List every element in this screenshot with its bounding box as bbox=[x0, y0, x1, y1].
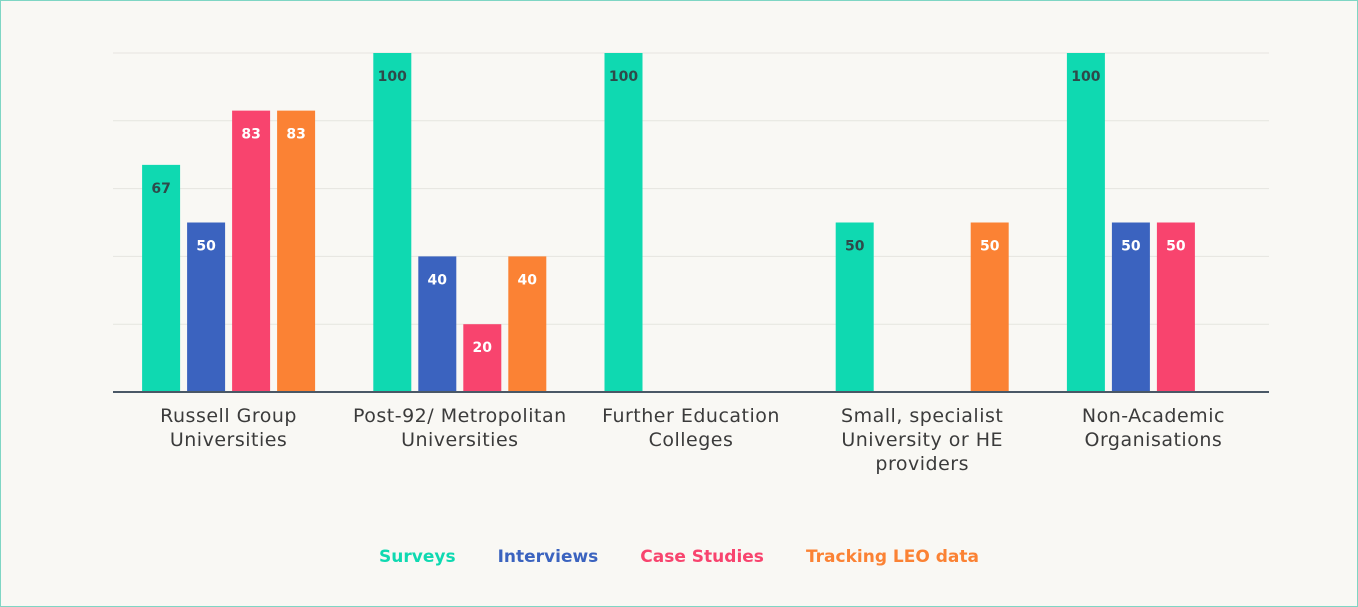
bar bbox=[373, 53, 412, 392]
x-tick-label: Non-Academic Organisations bbox=[1081, 405, 1225, 451]
bar bbox=[604, 53, 643, 392]
bar bbox=[508, 256, 547, 392]
bar bbox=[970, 222, 1009, 392]
value-label: 50 bbox=[1121, 239, 1141, 255]
bar bbox=[463, 324, 502, 392]
bar bbox=[835, 222, 874, 392]
value-label: 83 bbox=[241, 127, 260, 143]
bar bbox=[1111, 222, 1150, 392]
value-label: 100 bbox=[609, 69, 638, 85]
value-label: 83 bbox=[286, 127, 305, 143]
value-label: 67 bbox=[151, 181, 170, 197]
legend: Surveys Interviews Case Studies Tracking LE… bbox=[1, 547, 1357, 567]
legend-entry: Tracking LEO data bbox=[805, 547, 979, 567]
value-label: 50 bbox=[845, 239, 865, 255]
value-label: 50 bbox=[980, 239, 1000, 255]
bar bbox=[418, 256, 457, 392]
legend-entry: Case Studies bbox=[640, 547, 764, 567]
x-tick-label: Small, specialist University or HE provi… bbox=[841, 405, 1004, 475]
value-label: 100 bbox=[378, 69, 407, 85]
bar bbox=[1066, 53, 1105, 392]
x-tick-label: Russell Group Universities bbox=[160, 405, 297, 451]
value-label: 50 bbox=[1166, 239, 1186, 255]
value-label: 100 bbox=[1071, 69, 1100, 85]
bar bbox=[232, 110, 271, 392]
bar bbox=[142, 164, 181, 392]
value-label: 20 bbox=[473, 340, 493, 356]
bar bbox=[277, 110, 316, 392]
legend-entry: Surveys bbox=[379, 547, 456, 567]
value-label: 50 bbox=[196, 239, 216, 255]
bar bbox=[1156, 222, 1195, 392]
x-tick-label: Further Education Colleges bbox=[602, 405, 780, 451]
legend-entry: Interviews bbox=[497, 547, 599, 567]
value-label: 40 bbox=[428, 272, 448, 288]
bar bbox=[187, 222, 226, 392]
value-label: 40 bbox=[518, 272, 538, 288]
x-tick-label: Post-92/ Metropolitan Universities bbox=[352, 405, 567, 451]
